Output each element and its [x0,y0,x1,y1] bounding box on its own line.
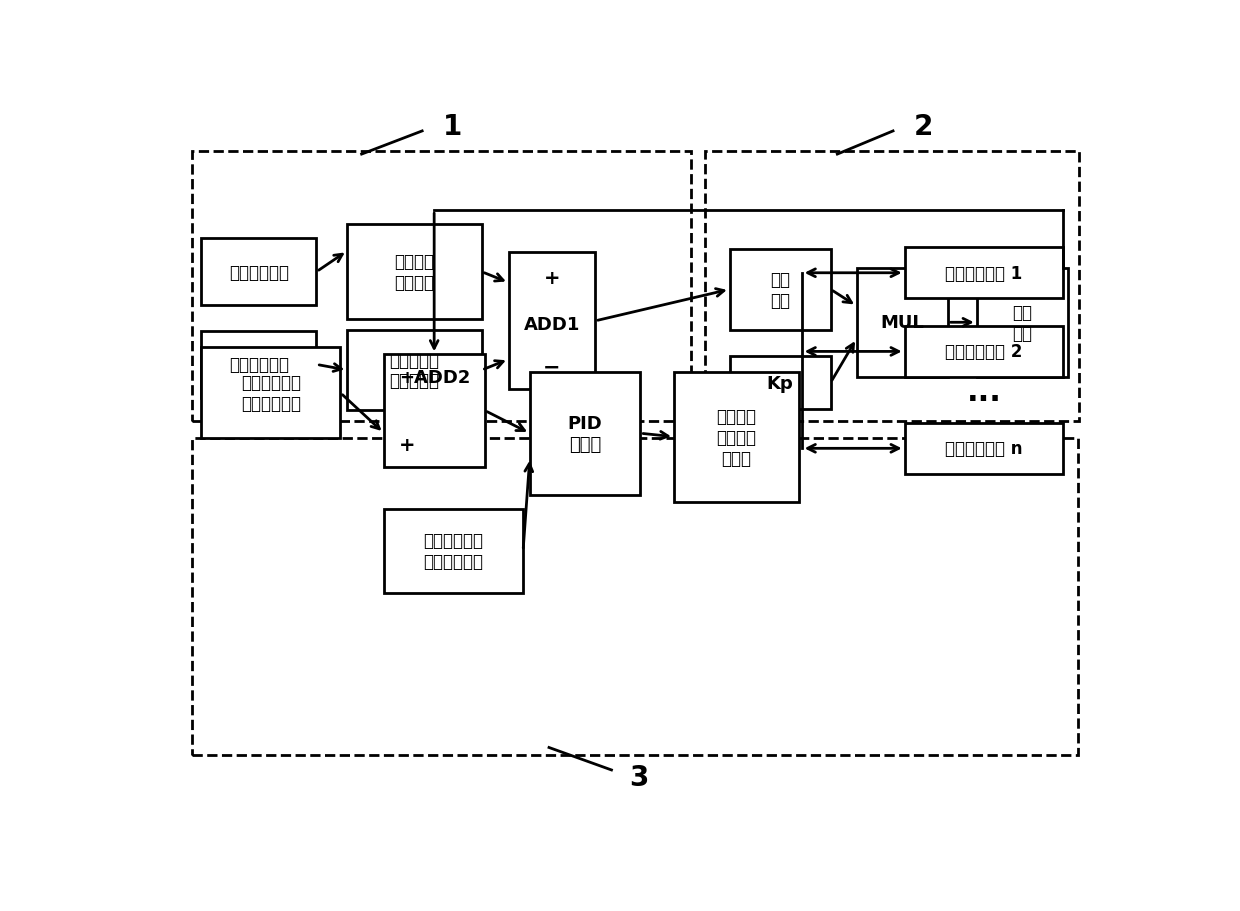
Text: −: − [543,357,560,377]
Text: 火力发电机组 2: 火力发电机组 2 [945,343,1023,361]
Bar [905,424,1063,474]
Bar [191,439,1078,754]
Text: 下一时间点
预测负荷値: 下一时间点 预测负荷値 [389,352,439,390]
Text: 火力发电机组
群总功率设定: 火力发电机组 群总功率设定 [241,374,301,413]
Bar [675,373,799,502]
Text: 1: 1 [443,113,463,141]
Bar [201,348,341,439]
Bar [529,373,640,495]
Text: +ADD2: +ADD2 [399,369,470,387]
Text: 3: 3 [629,763,649,791]
Bar [905,248,1063,299]
Bar [857,269,947,377]
Bar [191,151,691,422]
Text: ADD1: ADD1 [523,316,580,334]
Text: 负荷测量装置: 负荷测量装置 [229,263,289,281]
Bar [347,225,482,320]
Text: 火力发电
机组群指
令平衡: 火力发电 机组群指 令平衡 [717,407,756,467]
Bar [383,354,485,467]
Text: 2: 2 [914,113,934,141]
Bar [201,239,316,306]
Text: PID
控制器: PID 控制器 [568,415,603,453]
Bar [201,332,316,398]
Bar [704,151,1080,422]
Text: 火力发电机组
群实时总功率: 火力发电机组 群实时总功率 [423,532,484,570]
Text: 负荷预测模块: 负荷预测模块 [229,356,289,374]
Text: Kp: Kp [766,374,794,393]
Bar [729,357,831,410]
Bar [977,269,1068,377]
Text: 火力发电机组 n: 火力发电机组 n [945,440,1023,458]
Text: MUL: MUL [880,314,924,332]
Text: ···: ··· [966,386,1002,415]
Bar [383,509,523,593]
Text: 实时负荷
品质判断: 实时负荷 品质判断 [394,253,434,292]
Text: 火力发电机组 1: 火力发电机组 1 [945,264,1023,282]
Text: 调整
死区: 调整 死区 [770,271,790,310]
Bar [347,331,482,411]
Bar [905,327,1063,377]
Bar [508,253,595,390]
Text: +: + [399,435,415,455]
Text: +: + [543,269,560,288]
Bar [729,250,831,331]
Text: 限幅
模块: 限幅 模块 [1012,303,1033,343]
